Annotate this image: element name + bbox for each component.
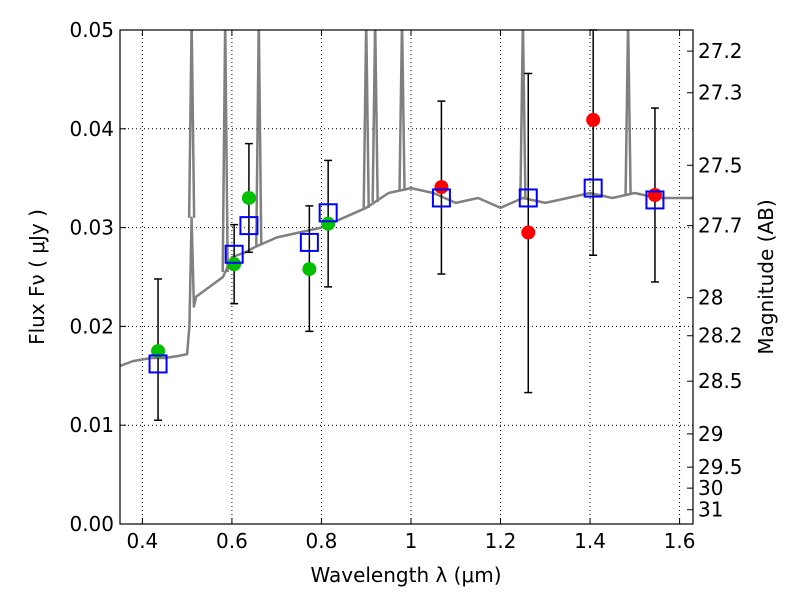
red-data-point <box>586 112 601 127</box>
y-tick-label: 0.03 <box>69 216 114 240</box>
model-square <box>645 190 665 210</box>
plot-frame <box>119 29 694 525</box>
x-axis-label: Wavelength λ (μm) <box>310 563 501 587</box>
sed-emission-line <box>255 30 263 246</box>
sed-emission-line <box>362 30 370 208</box>
model-square <box>299 232 319 252</box>
red-data-point <box>521 225 536 240</box>
sed-curve <box>120 186 693 368</box>
mag-tick-label: 28.5 <box>698 369 743 393</box>
axis-ticks: 0.4 0.6 0.8 1 1.2 1.4 1.6 0.00 0.01 0.02 0.03 0.04 0… <box>69 18 742 553</box>
sed-emission-line <box>519 30 527 198</box>
sed-emission-line <box>398 30 406 191</box>
y-tick-label: 0.04 <box>69 117 114 141</box>
sed-emission-line <box>221 30 229 273</box>
x-tick-label: 1.6 <box>664 529 696 553</box>
plot-background <box>120 30 693 524</box>
plot-area <box>120 30 693 368</box>
y-tick-label: 0.01 <box>69 413 114 437</box>
sed-emission-line <box>624 30 632 195</box>
model-square <box>318 203 338 223</box>
red-data-point <box>647 187 662 202</box>
y2-axis-label: Magnitude (AB) <box>754 199 778 354</box>
green-data-point <box>302 262 317 277</box>
red-data-point <box>434 180 449 195</box>
model-square <box>518 188 538 208</box>
x-tick-label: 0.8 <box>306 529 338 553</box>
x-tick-label: 1.4 <box>574 529 606 553</box>
mag-tick-label: 27.5 <box>698 153 743 177</box>
mag-tick-label: 31 <box>698 498 723 522</box>
model-square <box>224 244 244 264</box>
green-data-point <box>321 216 336 231</box>
x-tick-label: 1.2 <box>485 529 517 553</box>
markers <box>148 29 665 422</box>
model-square <box>583 178 603 198</box>
model-square <box>148 354 168 374</box>
mag-tick-label: 28.2 <box>698 324 743 348</box>
green-data-point <box>227 257 242 272</box>
mag-tick-label: 27.2 <box>698 39 743 63</box>
mag-tick-label: 29 <box>698 422 723 446</box>
sed-emission-line <box>371 30 379 202</box>
y-tick-label: 0.05 <box>69 18 114 42</box>
mag-tick-label: 27.3 <box>698 81 743 105</box>
model-square <box>431 188 451 208</box>
y-tick-label: 0.02 <box>69 314 114 338</box>
x-tick-label: 0.4 <box>126 529 158 553</box>
mag-tick-label: 30 <box>698 476 723 500</box>
y-axis-label: Flux Fν ( μJy ) <box>25 209 49 345</box>
x-tick-label: 1 <box>405 529 418 553</box>
mag-tick-label: 29.5 <box>698 455 743 479</box>
mag-tick-label: 27.7 <box>698 214 743 238</box>
green-data-point <box>241 190 256 205</box>
mag-tick-label: 28 <box>698 286 723 310</box>
x-tick-label: 0.6 <box>216 529 248 553</box>
model-square <box>239 216 259 236</box>
y-tick-label: 0.00 <box>69 512 114 536</box>
sed-emission-line <box>187 30 196 218</box>
